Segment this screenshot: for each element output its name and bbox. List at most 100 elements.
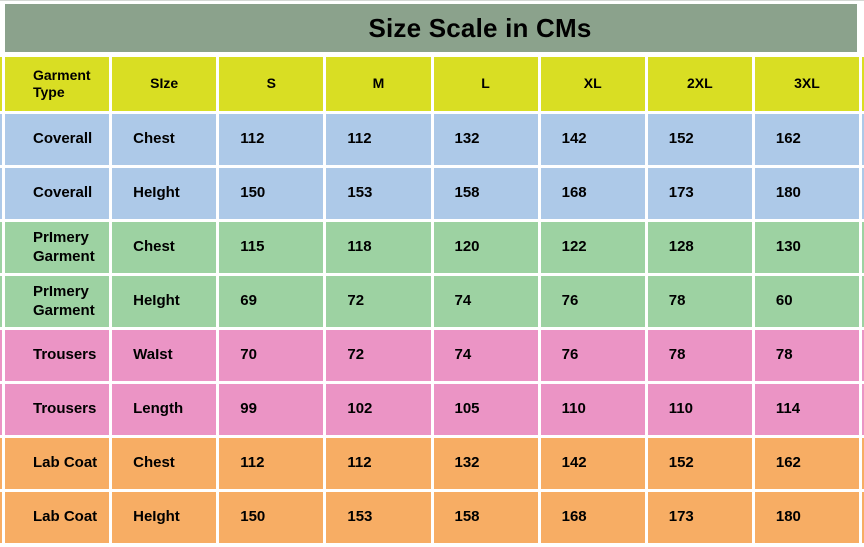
row-edge-sliver xyxy=(862,384,864,435)
data-cell: 142 xyxy=(540,114,645,165)
table-row: Coverall HeIght 150 153 158 168 173 180 xyxy=(0,168,864,219)
data-cell: 72 xyxy=(326,276,431,327)
data-cell: 72 xyxy=(326,330,431,381)
table-row: PrImery Garment Chest 115 118 120 122 128 130 xyxy=(0,222,864,273)
row-edge-sliver xyxy=(0,168,2,219)
size-dimension-cell: HeIght xyxy=(112,168,217,219)
data-cell: 114 xyxy=(754,384,859,435)
garment-type-cell: Lab Coat xyxy=(5,492,110,543)
data-cell: 78 xyxy=(647,330,752,381)
column-header-cell: XL xyxy=(540,57,645,111)
data-cell: 150 xyxy=(219,168,324,219)
column-header-cell: S xyxy=(219,57,324,111)
data-cell: 74 xyxy=(433,330,538,381)
size-dimension-cell: Chest xyxy=(112,438,217,489)
data-cell: 168 xyxy=(540,168,645,219)
garment-type-cell: Coverall xyxy=(5,114,110,165)
row-edge-sliver xyxy=(0,492,2,543)
table-header: Garment Type SIze S M L XL 2XL 3XL xyxy=(0,57,864,111)
table-body: Coverall Chest 112 112 132 142 152 162 Coverall H… xyxy=(0,114,864,543)
row-edge-sliver xyxy=(0,384,2,435)
row-edge-sliver xyxy=(862,57,864,111)
data-cell: 102 xyxy=(326,384,431,435)
table-row: Coverall Chest 112 112 132 142 152 162 xyxy=(0,114,864,165)
size-dimension-cell: Chest xyxy=(112,222,217,273)
data-cell: 158 xyxy=(433,492,538,543)
row-edge-sliver xyxy=(0,57,2,111)
data-cell: 105 xyxy=(433,384,538,435)
size-dimension-cell: HeIght xyxy=(112,492,217,543)
table-row: PrImery Garment HeIght 69 72 74 76 78 60 xyxy=(0,276,864,327)
data-cell: 173 xyxy=(647,492,752,543)
data-cell: 153 xyxy=(326,168,431,219)
row-edge-sliver xyxy=(862,222,864,273)
data-cell: 112 xyxy=(219,114,324,165)
table-row: Trousers Length 99 102 105 110 110 114 xyxy=(0,384,864,435)
data-cell: 128 xyxy=(647,222,752,273)
data-cell: 162 xyxy=(754,114,859,165)
data-cell: 132 xyxy=(433,114,538,165)
data-cell: 152 xyxy=(647,438,752,489)
size-dimension-cell: WaIst xyxy=(112,330,217,381)
column-header-cell: M xyxy=(326,57,431,111)
data-cell: 150 xyxy=(219,492,324,543)
row-edge-sliver xyxy=(0,276,2,327)
data-cell: 74 xyxy=(433,276,538,327)
garment-type-cell: Trousers xyxy=(5,330,110,381)
data-cell: 122 xyxy=(540,222,645,273)
data-cell: 60 xyxy=(754,276,859,327)
header-row: Garment Type SIze S M L XL 2XL 3XL xyxy=(0,57,864,111)
data-cell: 112 xyxy=(326,114,431,165)
data-cell: 78 xyxy=(647,276,752,327)
data-cell: 78 xyxy=(754,330,859,381)
data-cell: 180 xyxy=(754,492,859,543)
row-edge-sliver xyxy=(0,438,2,489)
data-cell: 112 xyxy=(219,438,324,489)
row-edge-sliver xyxy=(862,330,864,381)
data-cell: 132 xyxy=(433,438,538,489)
row-edge-sliver xyxy=(862,438,864,489)
row-edge-sliver xyxy=(862,114,864,165)
data-cell: 99 xyxy=(219,384,324,435)
table-row: Lab Coat HeIght 150 153 158 168 173 180 xyxy=(0,492,864,543)
row-edge-sliver xyxy=(0,222,2,273)
row-edge-sliver xyxy=(0,114,2,165)
data-cell: 69 xyxy=(219,276,324,327)
size-chart-page: Size Scale in CMs Garment Type SIze S M L XL 2… xyxy=(0,4,864,546)
column-header-cell: SIze xyxy=(112,57,217,111)
data-cell: 142 xyxy=(540,438,645,489)
garment-type-cell: PrImery Garment xyxy=(5,222,110,273)
column-header-cell: Garment Type xyxy=(5,57,110,111)
data-cell: 118 xyxy=(326,222,431,273)
row-edge-sliver xyxy=(862,276,864,327)
data-cell: 152 xyxy=(647,114,752,165)
page-title: Size Scale in CMs xyxy=(368,13,592,43)
column-header-cell: 2XL xyxy=(647,57,752,111)
data-cell: 130 xyxy=(754,222,859,273)
data-cell: 76 xyxy=(540,276,645,327)
garment-type-cell: Trousers xyxy=(5,384,110,435)
column-header-cell: 3XL xyxy=(754,57,859,111)
row-edge-sliver xyxy=(862,168,864,219)
data-cell: 70 xyxy=(219,330,324,381)
data-cell: 112 xyxy=(326,438,431,489)
data-cell: 180 xyxy=(754,168,859,219)
data-cell: 168 xyxy=(540,492,645,543)
size-dimension-cell: Length xyxy=(112,384,217,435)
data-cell: 173 xyxy=(647,168,752,219)
data-cell: 110 xyxy=(540,384,645,435)
data-cell: 115 xyxy=(219,222,324,273)
column-header-cell: L xyxy=(433,57,538,111)
row-edge-sliver xyxy=(862,492,864,543)
size-table: Garment Type SIze S M L XL 2XL 3XL Coverall Ches… xyxy=(0,54,864,546)
data-cell: 162 xyxy=(754,438,859,489)
garment-type-cell: Coverall xyxy=(5,168,110,219)
data-cell: 153 xyxy=(326,492,431,543)
data-cell: 110 xyxy=(647,384,752,435)
data-cell: 76 xyxy=(540,330,645,381)
garment-type-cell: Lab Coat xyxy=(5,438,110,489)
table-row: Lab Coat Chest 112 112 132 142 152 162 xyxy=(0,438,864,489)
garment-type-cell: PrImery Garment xyxy=(5,276,110,327)
size-dimension-cell: HeIght xyxy=(112,276,217,327)
data-cell: 158 xyxy=(433,168,538,219)
